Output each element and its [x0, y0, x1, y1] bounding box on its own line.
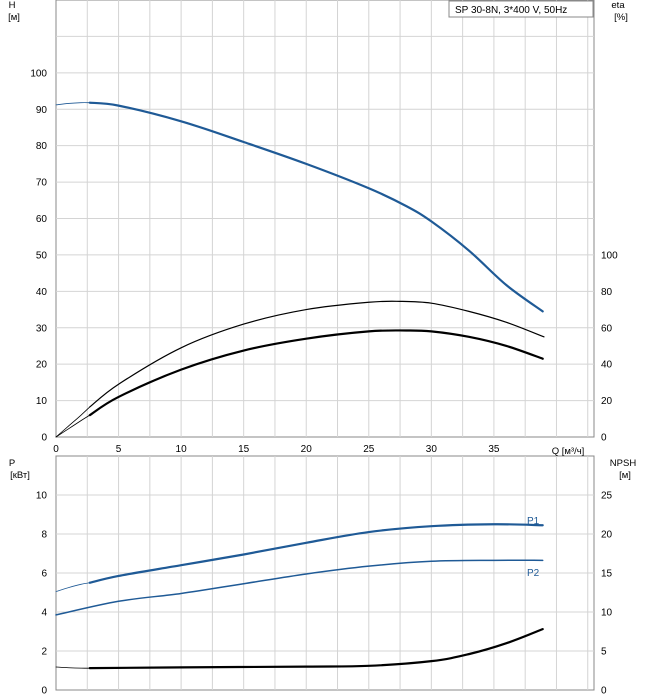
top-y-right-tick-label: 0: [601, 433, 607, 444]
x-tick-label: 5: [116, 444, 122, 455]
bottom-y-left-title: P: [9, 458, 15, 469]
bottom-y-right-title: NPSH: [610, 458, 637, 469]
top-y-left-title: H: [9, 0, 16, 11]
x-tick-label: 20: [301, 444, 313, 455]
top-y-left-tick-label: 10: [36, 396, 48, 407]
x-tick-label: 0: [53, 444, 59, 455]
series-line-p2: [55, 559, 544, 616]
top-y-right-unit: [%]: [614, 12, 628, 23]
bottom-y-left-tick-label: 4: [41, 608, 47, 619]
top-y-right-tick-label: 100: [601, 250, 618, 261]
bottom-plot-series: [55, 523, 544, 670]
bottom-y-left-unit: [кВт]: [10, 470, 30, 481]
legend-text: SP 30-8N, 3*400 V, 50Hz: [455, 5, 567, 16]
top-y-left-tick-label: 0: [41, 433, 47, 444]
series-line-extension-1: [55, 102, 91, 106]
bottom-y-left-tick-label: 2: [41, 647, 47, 658]
top-y-right-tick-label: 60: [601, 323, 613, 334]
top-plot-series: [55, 101, 545, 438]
bottom-y-right-tick-label: 20: [601, 530, 613, 541]
series-line-extension-1: [55, 582, 91, 592]
top-y-left-tick-label: 90: [36, 105, 48, 116]
top-y-left-tick-label: 30: [36, 323, 48, 334]
bottom-y-right-tick-label: 0: [601, 686, 607, 697]
bottom-y-left-tick-label: 6: [41, 569, 47, 580]
tick-labels: 0 5 10 15 20 25 30 3501020304050607080901000204…: [30, 68, 618, 696]
top-y-left-tick-label: 50: [36, 250, 48, 261]
series-line-extension-5: [55, 414, 91, 438]
x-axis-title: Q [м³/ч]: [552, 446, 585, 457]
bottom-y-right-tick-label: 5: [601, 647, 607, 658]
series-line-extension-3: [55, 406, 91, 438]
top-y-left-tick-label: 70: [36, 178, 48, 189]
bottom-y-left-tick-label: 8: [41, 530, 47, 541]
top-plot-grid: [55, 0, 595, 438]
x-tick-label: 30: [426, 444, 438, 455]
series-line-extension-4: [55, 666, 91, 669]
top-y-right-tick-label: 40: [601, 360, 613, 371]
series-label-p1: P1: [527, 516, 540, 527]
top-y-left-unit: [м]: [8, 12, 20, 23]
bottom-y-left-tick-label: 0: [41, 686, 47, 697]
top-y-right-title: eta: [611, 0, 625, 11]
x-tick-label: 15: [238, 444, 250, 455]
x-tick-label: 25: [363, 444, 375, 455]
series-line-npsh: [88, 628, 544, 670]
top-y-left-tick-label: 100: [30, 68, 47, 79]
legend-box: [448, 0, 594, 18]
series-line-extension-4: [88, 329, 544, 417]
x-tick-label: 10: [176, 444, 188, 455]
x-tick-label: 35: [488, 444, 500, 455]
bottom-y-left-tick-label: 10: [36, 491, 48, 502]
top-y-left-tick-label: 40: [36, 287, 48, 298]
top-y-right-tick-label: 20: [601, 396, 613, 407]
bottom-plot-grid: [55, 455, 595, 691]
bottom-y-right-unit: [м]: [619, 470, 631, 481]
series-label-p2: P2: [527, 568, 540, 579]
top-y-left-tick-label: 80: [36, 141, 48, 152]
top-y-left-tick-label: 60: [36, 214, 48, 225]
bottom-y-right-tick-label: 25: [601, 491, 613, 502]
series-line-h: [88, 101, 544, 313]
top-y-left-tick-label: 20: [36, 360, 48, 371]
top-y-right-tick-label: 80: [601, 287, 613, 298]
series-line-eta: [89, 300, 545, 408]
bottom-y-right-tick-label: 15: [601, 569, 613, 580]
series-line-p1: [88, 523, 544, 584]
bottom-y-right-tick-label: 10: [601, 608, 613, 619]
